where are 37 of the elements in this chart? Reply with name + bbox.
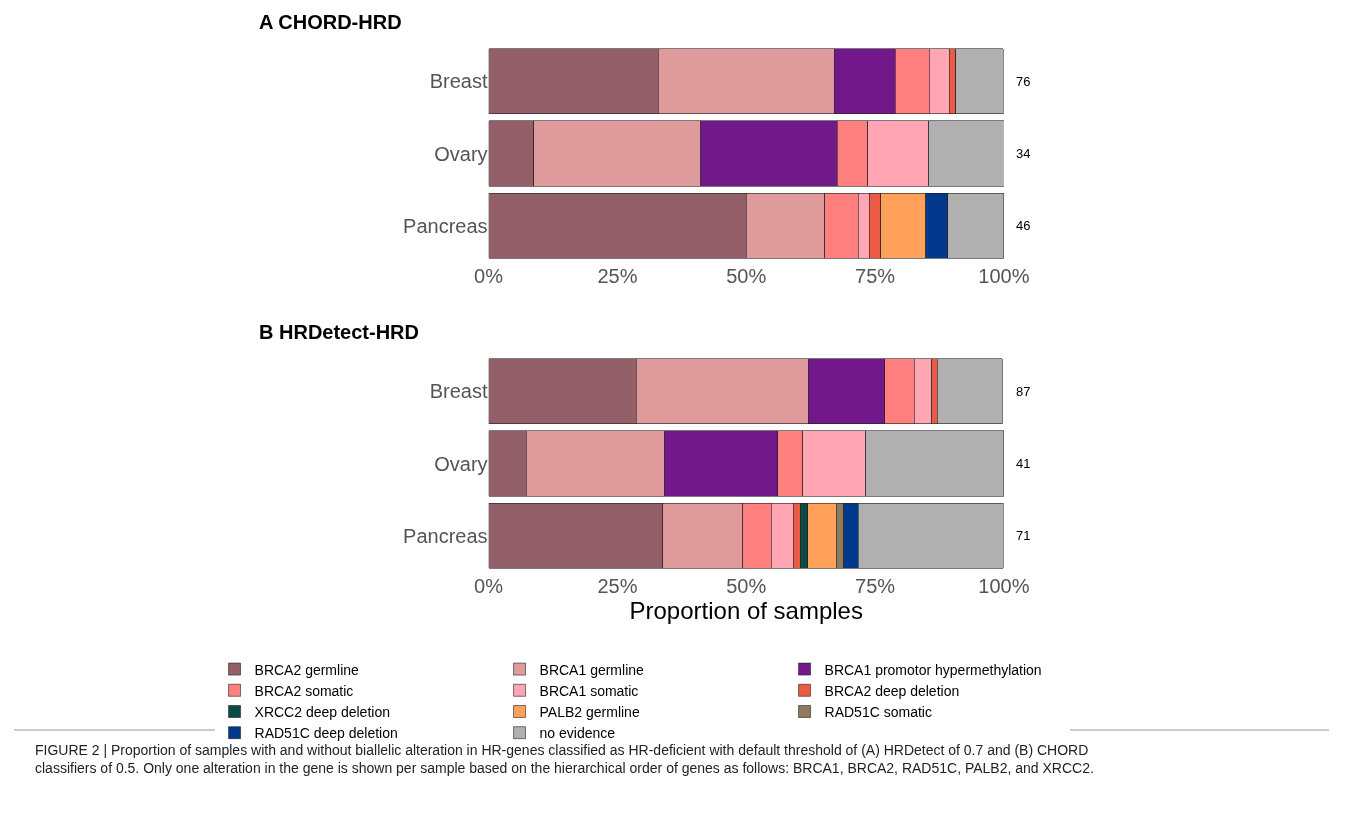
legend-label: BRCA2 somatic [254,682,354,699]
y-tick-label: Pancreas [403,214,488,237]
legend-label: PALB2 germline [539,703,640,720]
x-tick-label: 50% [726,575,767,597]
text: 41 [1016,456,1031,471]
y-tick-label: Pancreas [403,524,488,547]
legend-label: BRCA1 germline [539,661,645,678]
legend-label: BRCA2 germline [254,661,360,678]
legend-label: BRCA1 promotor hypermethylation [824,661,1042,678]
text: 46 [1016,218,1031,233]
x-tick-label: 75% [855,575,896,597]
text: 34 [1016,146,1031,161]
legend-label: BRCA2 deep deletion [824,682,960,699]
legend-label: RAD51C somatic [824,703,932,720]
y-tick-label: Ovary [434,452,488,475]
y-tick-label: Breast [429,380,488,403]
x-tick-label: 25% [597,265,638,287]
legend-label: BRCA1 somatic [539,682,639,699]
caption: FIGURE 2 | Proportion of samples with and without biallelic alteration in HR-genes classified as HR-deficient with default threshold of (A) HRDetect of 0.7 and (B) CHORD classifiers of 0.5. Only one alteration in the gene is shown per sample based on the hierarchical order of genes as follows: BRCA1, BRCA2, RAD51C, PALB2, and XRCC2. [35,742,1094,777]
x-tick-label: 0% [474,265,504,287]
x-tick-label: 0% [474,575,504,597]
text: 87 [1016,384,1031,399]
text: 76 [1016,74,1031,89]
legend-label: XRCC2 deep deletion [254,703,390,720]
legend-label: RAD51C deep deletion [254,725,398,742]
legend-label: no evidence [539,725,616,742]
x-tick-label: 100% [978,575,1030,597]
x-tick-label: 75% [855,265,896,287]
x-tick-label: 25% [597,575,638,597]
x-axis-title: Proportion of samples [629,597,863,624]
x-tick-label: 50% [726,265,767,287]
chart-title: B HRDetect-HRD [259,321,420,343]
x-tick-label: 100% [978,265,1030,287]
text: 71 [1016,528,1031,543]
y-tick-label: Breast [429,70,488,93]
y-tick-label: Ovary [434,142,488,165]
chart-title: A CHORD-HRD [259,11,402,33]
